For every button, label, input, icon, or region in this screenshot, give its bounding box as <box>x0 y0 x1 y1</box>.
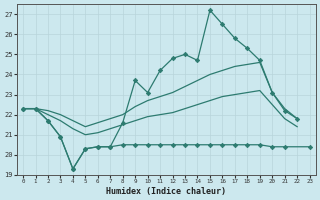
X-axis label: Humidex (Indice chaleur): Humidex (Indice chaleur) <box>106 187 226 196</box>
